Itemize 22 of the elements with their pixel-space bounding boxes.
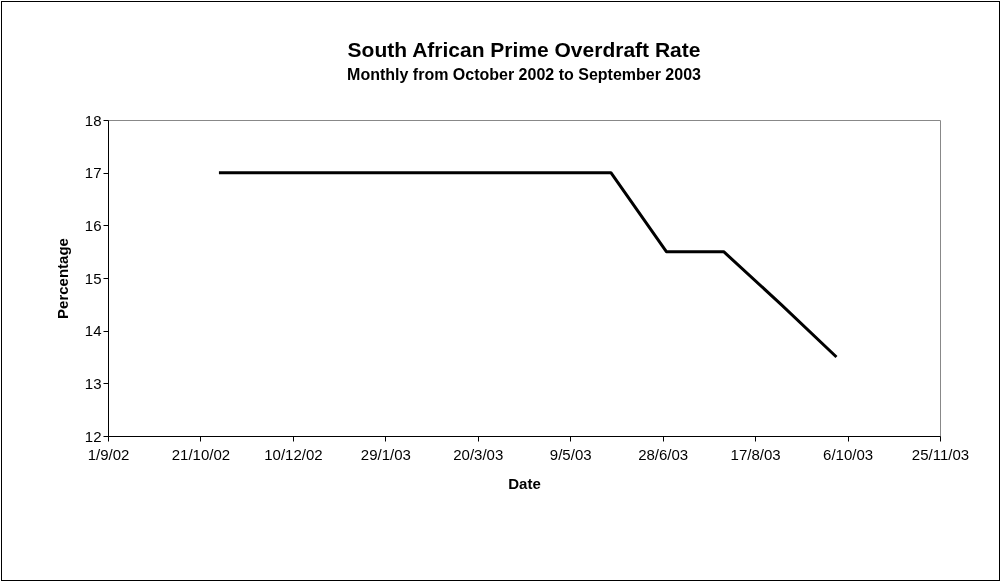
chart-subtitle: Monthly from October 2002 to September 2003 — [347, 66, 702, 83]
x-tick-label: 20/3/03 — [453, 445, 504, 463]
y-tick-label: 16 — [84, 216, 102, 234]
y-axis-title: Percentage — [53, 238, 71, 319]
x-tick-label: 28/6/03 — [638, 445, 689, 463]
x-tick-label: 17/8/03 — [730, 445, 781, 463]
x-tick-label: 10/12/02 — [264, 445, 323, 463]
y-tick-label: 17 — [84, 164, 102, 182]
x-tick-label: 29/1/03 — [360, 445, 411, 463]
y-tick-label: 15 — [84, 269, 102, 287]
x-tick-label: 25/11/03 — [911, 445, 970, 463]
y-tick-label: 13 — [84, 374, 102, 392]
y-tick-label: 12 — [84, 427, 102, 445]
x-tick-label: 1/9/02 — [87, 445, 130, 463]
x-tick-label: 9/5/03 — [549, 445, 592, 463]
x-tick-label: 21/10/02 — [171, 445, 231, 463]
y-tick-label: 18 — [84, 111, 102, 129]
x-axis-title: Date — [508, 474, 541, 492]
chart-title: South African Prime Overdraft Rate — [347, 38, 701, 61]
line-series — [217, 171, 838, 359]
x-tick-label: 6/10/03 — [823, 445, 874, 463]
y-tick-label: 14 — [84, 322, 102, 340]
